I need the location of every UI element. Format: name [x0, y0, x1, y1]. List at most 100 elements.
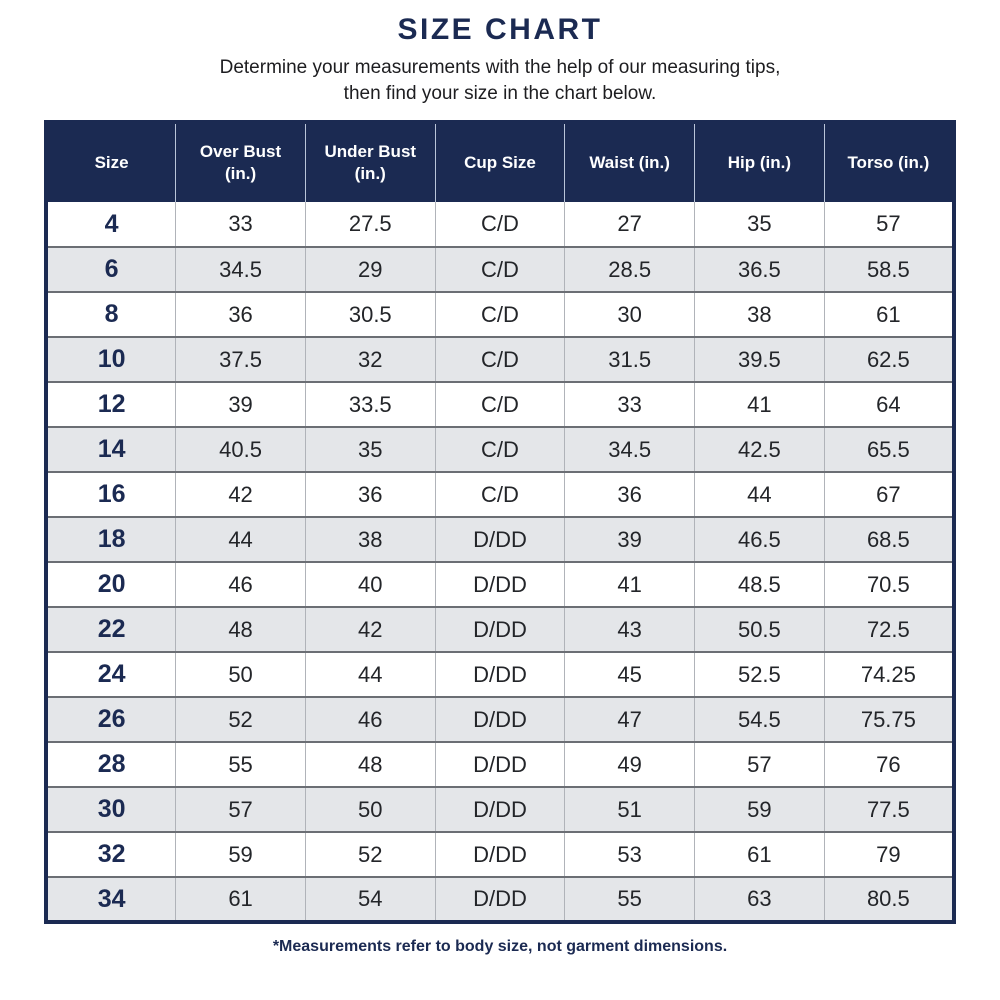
data-cell-over-bust-in: 44 — [175, 516, 306, 562]
data-cell-waist-in: 53 — [564, 831, 695, 877]
data-cell-cup-size: C/D — [434, 381, 565, 427]
data-cell-cup-size: D/DD — [434, 696, 565, 742]
data-cell-over-bust-in: 50 — [175, 651, 306, 697]
data-cell-over-bust-in: 46 — [175, 561, 306, 607]
page-title: SIZE CHART — [397, 13, 603, 46]
data-cell-torso-in: 62.5 — [823, 336, 954, 382]
data-cell-under-bust-in: 32 — [304, 336, 436, 382]
table-row-size-14: 14 40.5 35 C/D 34.5 42.5 65.5 — [46, 426, 954, 472]
size-cell: 20 — [46, 561, 176, 607]
data-cell-waist-in: 31.5 — [564, 336, 695, 382]
data-cell-waist-in: 30 — [564, 291, 695, 337]
data-cell-hip-in: 39.5 — [694, 336, 825, 382]
size-cell: 4 — [104, 209, 119, 238]
data-cell-torso-in: 74.25 — [823, 651, 954, 697]
data-cell-torso-in: 58.5 — [823, 246, 954, 292]
table-row-size-34: 34 61 54 D/DD 55 63 80.5 — [46, 876, 954, 922]
size-cell: 28 — [46, 741, 176, 787]
data-cell-torso-in: 75.75 — [823, 696, 954, 742]
data-cell-hip-in: 42.5 — [694, 426, 825, 472]
data-cell-under-bust-in: 50 — [304, 786, 436, 832]
column-header-waist-in: Waist (in.) — [564, 122, 695, 202]
page-subtitle: Determine your measurements with the hel… — [0, 55, 1000, 107]
data-cell-under-bust-in: 35 — [304, 426, 436, 472]
data-cell-over-bust-in: 61 — [175, 876, 306, 922]
table-row-size-18: 18 44 38 D/DD 39 46.5 68.5 — [46, 516, 954, 562]
data-cell-waist-in: 34.5 — [564, 426, 695, 472]
table-row-size-10: 10 37.5 32 C/D 31.5 39.5 62.5 — [46, 336, 954, 382]
data-cell-under-bust-in: 54 — [304, 876, 436, 922]
table-row-size-20: 20 46 40 D/DD 41 48.5 70.5 — [46, 561, 954, 607]
data-cell-over-bust-in: 40.5 — [175, 426, 306, 472]
column-header-hip-in: Hip (in.) — [694, 122, 825, 202]
column-header-torso-in: Torso (in.) — [823, 122, 954, 202]
data-cell-over-bust-in: 39 — [175, 381, 306, 427]
data-cell-cup-size: D/DD — [434, 561, 565, 607]
size-cell: 8 — [46, 291, 176, 337]
data-cell-hip-in: 48.5 — [694, 561, 825, 607]
column-header-cup-size: Cup Size — [434, 122, 565, 202]
table-row-size-32: 32 59 52 D/DD 53 61 79 — [46, 831, 954, 877]
data-cell-waist-in: 51 — [564, 786, 695, 832]
data-cell-waist-in: 39 — [564, 516, 695, 562]
table-row-size-8: 8 36 30.5 C/D 30 38 61 — [46, 291, 954, 337]
data-cell-cup-size: C/D — [434, 291, 565, 337]
size-cell: 22 — [46, 606, 176, 652]
table-row-size-12: 12 39 33.5 C/D 33 41 64 — [46, 381, 954, 427]
data-cell-cup-size: C/D — [434, 426, 565, 472]
data-cell-waist-in: 43 — [564, 606, 695, 652]
data-cell-under-bust-in: 30.5 — [304, 291, 436, 337]
data-cell-over-bust-in: 33 — [175, 202, 306, 247]
data-cell-over-bust-in: 34.5 — [175, 246, 306, 292]
table-row-size-22: 22 48 42 D/DD 43 50.5 72.5 — [46, 606, 954, 652]
data-cell-torso-in: 65.5 — [823, 426, 954, 472]
subtitle-line-2: then find your size in the chart below. — [343, 83, 657, 104]
data-cell-cup-size: C/D — [434, 471, 565, 517]
data-cell-cup-size: D/DD — [434, 876, 565, 922]
size-cell: 14 — [46, 426, 176, 472]
data-cell-under-bust-in: 48 — [304, 741, 436, 787]
data-cell-torso-in: 68.5 — [823, 516, 954, 562]
data-cell-torso-in: 64 — [823, 381, 954, 427]
data-cell-cup-size: D/DD — [434, 831, 565, 877]
data-cell-torso-in: 77.5 — [823, 786, 954, 832]
table-row-size-24: 24 50 44 D/DD 45 52.5 74.25 — [46, 651, 954, 697]
data-cell-hip-in: 36.5 — [694, 246, 825, 292]
data-cell-over-bust-in: 52 — [175, 696, 306, 742]
data-cell-hip-in: 57 — [694, 741, 825, 787]
size-table-body: 4 33 27.5 C/D 27 35 57 6 34.5 29 C/D 28.5 36.5 58.5 8 3… — [46, 202, 954, 922]
data-cell-waist-in: 49 — [564, 741, 695, 787]
data-cell-under-bust-in: 46 — [304, 696, 436, 742]
size-cell: 24 — [46, 651, 176, 697]
data-cell-torso-in: 57 — [823, 202, 954, 247]
data-cell-waist-in: 55 — [564, 876, 695, 922]
data-cell-hip-in: 63 — [694, 876, 825, 922]
data-cell-cup-size: D/DD — [434, 651, 565, 697]
measurements-footnote: *Measurements refer to body size, not ga… — [272, 938, 728, 955]
data-cell-waist-in: 45 — [564, 651, 695, 697]
data-cell-cup-size: D/DD — [434, 606, 565, 652]
data-cell-torso-in: 80.5 — [823, 876, 954, 922]
data-cell-under-bust-in: 33.5 — [304, 381, 436, 427]
data-cell-over-bust-in: 37.5 — [175, 336, 306, 382]
data-cell-cup-size: C/D — [434, 336, 565, 382]
size-cell: 12 — [46, 381, 176, 427]
table-row-size-4: 4 33 27.5 C/D 27 35 57 — [46, 202, 954, 247]
data-cell-hip-in: 50.5 — [694, 606, 825, 652]
data-cell-over-bust-in: 42 — [175, 471, 306, 517]
data-cell-waist-in: 28.5 — [564, 246, 695, 292]
data-cell-under-bust-in: 52 — [304, 831, 436, 877]
size-cell: 6 — [46, 246, 176, 292]
data-cell-under-bust-in: 38 — [304, 516, 436, 562]
data-cell-torso-in: 79 — [823, 831, 954, 877]
data-cell-hip-in: 59 — [694, 786, 825, 832]
column-header-under-bust-in: Under Bust (in.) — [304, 122, 436, 202]
size-cell: 16 — [46, 471, 176, 517]
column-header-over-bust-in: Over Bust (in.) — [175, 122, 306, 202]
data-cell-under-bust-in: 44 — [304, 651, 436, 697]
data-cell-hip-in: 38 — [694, 291, 825, 337]
data-cell-under-bust-in: 36 — [304, 471, 436, 517]
subtitle-line-1: Determine your measurements with the hel… — [219, 57, 781, 78]
data-cell-torso-in: 70.5 — [823, 561, 954, 607]
size-table: Size Over Bust (in.) Under Bust (in.) Cup S… — [44, 120, 956, 924]
